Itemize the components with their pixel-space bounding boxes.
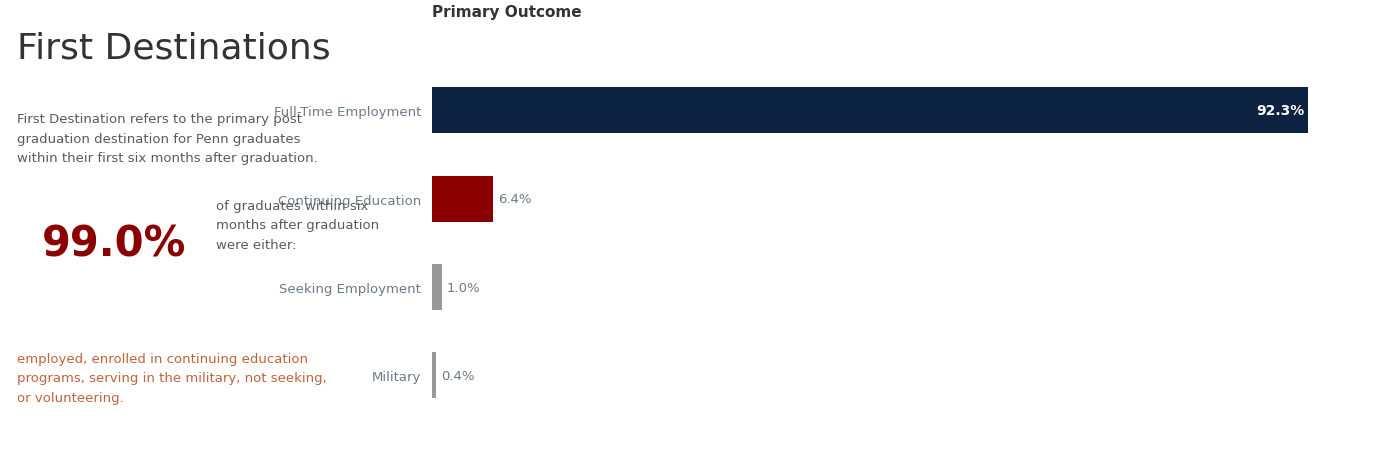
Text: employed, enrolled in continuing education
programs, serving in the military, no: employed, enrolled in continuing educati… bbox=[17, 352, 326, 404]
Text: of graduates within six
months after graduation
were either:: of graduates within six months after gra… bbox=[216, 199, 379, 252]
Text: 6.4%: 6.4% bbox=[498, 193, 531, 206]
Bar bbox=[432, 353, 437, 399]
Text: Primary Outcome: Primary Outcome bbox=[432, 5, 582, 20]
Text: 99.0%: 99.0% bbox=[42, 223, 187, 264]
Text: 0.4%: 0.4% bbox=[441, 369, 474, 382]
Text: 92.3%: 92.3% bbox=[1256, 104, 1304, 118]
Bar bbox=[432, 264, 442, 310]
Bar bbox=[432, 176, 494, 222]
Text: First Destination refers to the primary post
graduation destination for Penn gra: First Destination refers to the primary … bbox=[17, 113, 318, 165]
Text: First Destinations: First Destinations bbox=[17, 32, 331, 65]
Text: 1.0%: 1.0% bbox=[446, 281, 480, 294]
Bar bbox=[432, 88, 1309, 134]
